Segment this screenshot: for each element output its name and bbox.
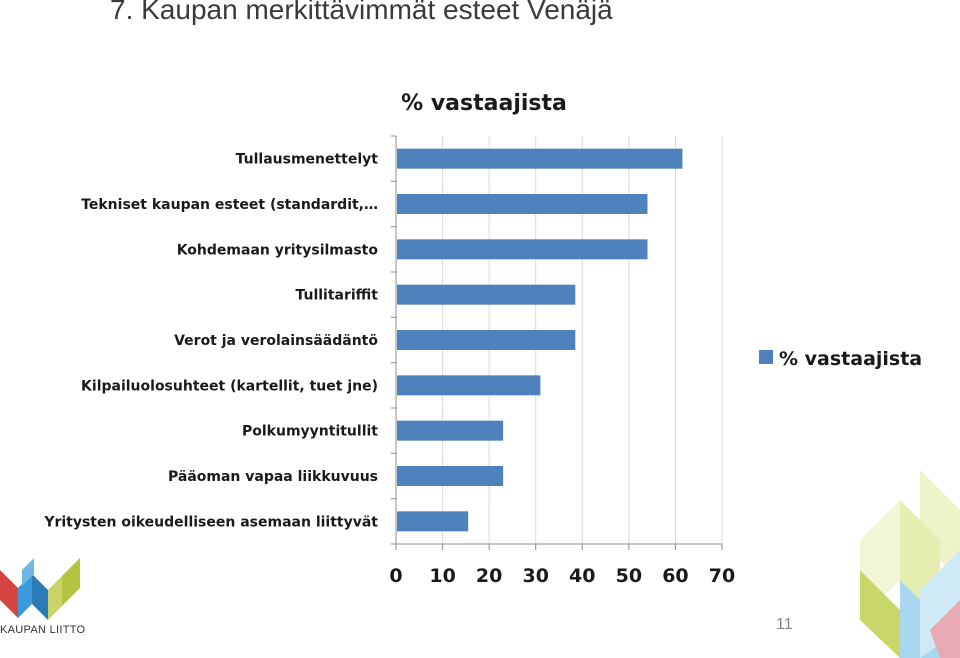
chart-title: % vastaajista [401,91,567,116]
category-label: Tullausmenettelyt [236,152,379,168]
category-label: Pääoman vapaa liikkuvuus [168,469,378,485]
page-number: 11 [776,616,793,633]
tick-labels: 0 10 20 30 40 50 60 70 [389,565,735,587]
x-tick-label: 20 [476,565,502,587]
x-tick-label: 70 [709,565,735,587]
category-label: Verot ja verolainsäädäntö [174,333,378,349]
category-label: Polkumyyntitullit [242,424,378,440]
bars [397,148,683,532]
legend-swatch [759,350,773,364]
bar [397,375,541,396]
bar [397,466,504,486]
category-label: Tekniset kaupan esteet (standardit,… [81,197,378,213]
category-labels: Tullausmenettelyt Tekniset kaupan esteet … [43,152,378,531]
bar [397,420,504,441]
bar [397,148,683,169]
bar [397,511,469,532]
x-tick-label: 50 [616,565,642,587]
slide-title: 7. Kaupan merkittävimmät esteet Venäjä [110,0,613,25]
bar [397,194,648,214]
bar [397,330,576,350]
x-tick-label: 0 [389,565,402,587]
category-label: Kohdemaan yritysilmasto [177,242,379,258]
axes [391,135,723,550]
category-label: Yritysten oikeudelliseen asemaan liittyv… [43,514,378,530]
logo-text: KAUPAN LIITTO [0,624,86,636]
x-tick-label: 60 [662,565,688,587]
legend: % vastaajista [759,348,922,370]
decorative-shapes-icon [860,470,960,658]
x-tick-label: 30 [522,565,548,587]
legend-label: % vastaajista [779,348,922,370]
x-tick-label: 40 [569,565,595,587]
x-tick-label: 10 [429,565,455,587]
kaupan-liitto-logo-icon [0,558,80,620]
category-label: Tullitariffit [295,288,378,304]
category-label: Kilpailuolosuhteet (kartellit, tuet jne) [81,378,378,394]
bar [397,284,576,305]
bar [397,239,648,260]
